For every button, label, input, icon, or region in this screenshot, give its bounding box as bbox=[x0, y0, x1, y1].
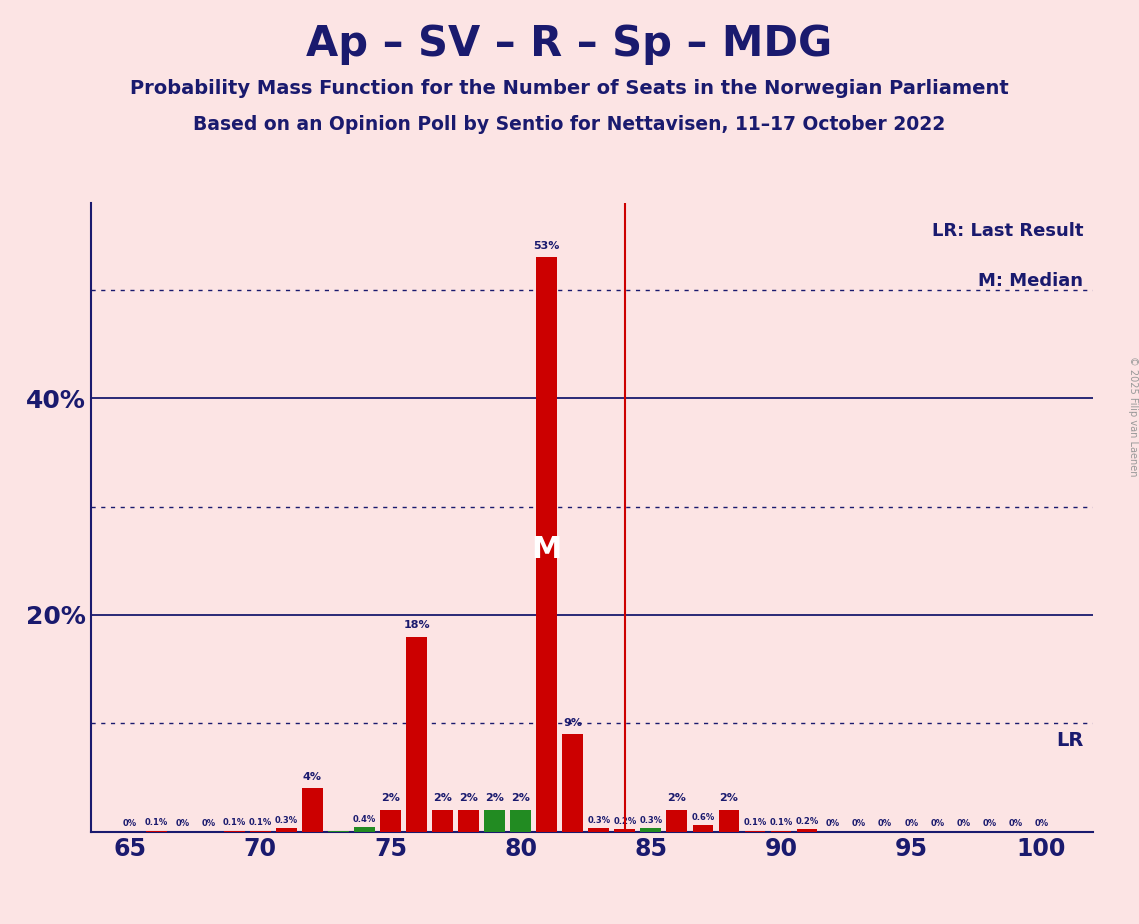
Text: 0%: 0% bbox=[175, 820, 189, 828]
Text: M: Median: M: Median bbox=[978, 273, 1083, 290]
Text: 0%: 0% bbox=[982, 820, 997, 828]
Bar bbox=[354, 827, 375, 832]
Text: 2%: 2% bbox=[382, 794, 400, 804]
Text: 0.4%: 0.4% bbox=[353, 815, 376, 824]
Bar bbox=[432, 810, 453, 832]
Text: 2%: 2% bbox=[433, 794, 452, 804]
Text: Probability Mass Function for the Number of Seats in the Norwegian Parliament: Probability Mass Function for the Number… bbox=[130, 79, 1009, 98]
Bar bbox=[249, 831, 271, 832]
Text: 0.2%: 0.2% bbox=[795, 817, 819, 826]
Text: 0%: 0% bbox=[878, 820, 892, 828]
Text: Based on an Opinion Poll by Sentio for Nettavisen, 11–17 October 2022: Based on an Opinion Poll by Sentio for N… bbox=[194, 116, 945, 135]
Text: 0.1%: 0.1% bbox=[248, 819, 272, 827]
Bar bbox=[276, 828, 297, 832]
Bar bbox=[589, 828, 609, 832]
Text: 9%: 9% bbox=[564, 718, 582, 727]
Text: 0.1%: 0.1% bbox=[744, 819, 767, 827]
Text: 0.3%: 0.3% bbox=[639, 816, 663, 825]
Text: Ap – SV – R – Sp – MDG: Ap – SV – R – Sp – MDG bbox=[306, 23, 833, 65]
Text: 53%: 53% bbox=[533, 241, 560, 251]
Bar bbox=[407, 637, 427, 832]
Bar bbox=[745, 831, 765, 832]
Bar bbox=[796, 830, 818, 832]
Bar bbox=[719, 810, 739, 832]
Text: 2%: 2% bbox=[720, 794, 738, 804]
Bar bbox=[693, 825, 713, 832]
Text: 0%: 0% bbox=[1034, 820, 1048, 828]
Text: 0%: 0% bbox=[826, 820, 841, 828]
Bar bbox=[302, 788, 322, 832]
Text: 2%: 2% bbox=[667, 794, 687, 804]
Bar bbox=[640, 828, 662, 832]
Bar bbox=[224, 831, 245, 832]
Text: 0.1%: 0.1% bbox=[145, 819, 167, 827]
Text: 4%: 4% bbox=[303, 772, 322, 782]
Text: 18%: 18% bbox=[403, 620, 429, 630]
Text: LR: LR bbox=[1056, 731, 1083, 750]
Text: © 2025 Filip van Laenen: © 2025 Filip van Laenen bbox=[1129, 356, 1138, 476]
Text: 0.1%: 0.1% bbox=[223, 819, 246, 827]
Text: 2%: 2% bbox=[485, 794, 505, 804]
Text: 0%: 0% bbox=[931, 820, 944, 828]
Bar bbox=[380, 810, 401, 832]
Text: 0%: 0% bbox=[123, 820, 137, 828]
Bar bbox=[510, 810, 531, 832]
Bar bbox=[771, 831, 792, 832]
Text: LR: Last Result: LR: Last Result bbox=[932, 222, 1083, 240]
Text: 0%: 0% bbox=[1008, 820, 1023, 828]
Bar bbox=[484, 810, 505, 832]
Text: 0.2%: 0.2% bbox=[613, 817, 637, 826]
Text: 2%: 2% bbox=[511, 794, 530, 804]
Bar bbox=[146, 831, 166, 832]
Text: 0%: 0% bbox=[202, 820, 215, 828]
Bar bbox=[614, 830, 636, 832]
Bar bbox=[666, 810, 687, 832]
Text: 0.3%: 0.3% bbox=[588, 816, 611, 825]
Text: 0%: 0% bbox=[852, 820, 866, 828]
Text: 0.6%: 0.6% bbox=[691, 813, 714, 821]
Text: 2%: 2% bbox=[459, 794, 478, 804]
Text: 0%: 0% bbox=[904, 820, 918, 828]
Text: M: M bbox=[532, 535, 562, 565]
Text: 0%: 0% bbox=[957, 820, 970, 828]
Bar bbox=[536, 258, 557, 832]
Text: 0.1%: 0.1% bbox=[770, 819, 793, 827]
Text: 0.3%: 0.3% bbox=[274, 816, 298, 825]
Bar bbox=[328, 831, 349, 832]
Bar bbox=[458, 810, 480, 832]
Bar bbox=[563, 734, 583, 832]
